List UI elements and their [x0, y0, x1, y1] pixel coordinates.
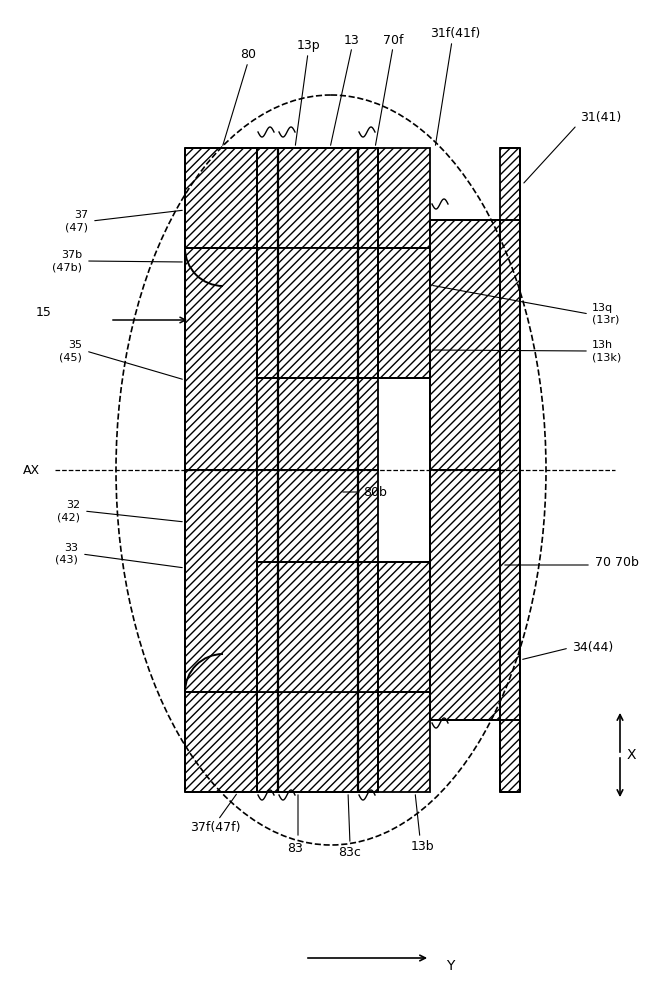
Bar	[378, 148, 430, 248]
Text: 15: 15	[36, 306, 52, 318]
Text: (47b): (47b)	[52, 262, 82, 272]
Text: 37f(47f): 37f(47f)	[190, 822, 240, 834]
Bar	[185, 692, 257, 792]
Text: 31(41): 31(41)	[580, 111, 621, 124]
Bar	[378, 562, 430, 692]
Text: AX: AX	[23, 464, 40, 477]
Text: 70f: 70f	[383, 33, 403, 46]
Text: 83c: 83c	[338, 846, 361, 859]
Text: 13h: 13h	[592, 340, 613, 350]
Bar	[378, 248, 430, 378]
Bar	[257, 562, 378, 692]
Bar	[257, 562, 378, 692]
Text: 35: 35	[68, 340, 82, 350]
Text: (43): (43)	[55, 555, 78, 565]
Text: 13: 13	[344, 33, 360, 46]
Text: X: X	[626, 748, 636, 762]
Text: (13r): (13r)	[592, 315, 620, 325]
Bar	[430, 220, 500, 470]
Bar	[257, 248, 378, 470]
Text: 13b: 13b	[410, 840, 434, 854]
Text: 83: 83	[287, 842, 303, 854]
Text: 33: 33	[64, 543, 78, 553]
Bar	[378, 692, 430, 792]
Text: (47): (47)	[65, 222, 88, 232]
Bar	[185, 248, 257, 470]
Bar	[257, 470, 378, 692]
Text: 70: 70	[595, 556, 611, 568]
Bar	[185, 470, 257, 692]
Text: 80: 80	[240, 48, 256, 62]
Text: 13p: 13p	[296, 39, 320, 52]
Bar	[257, 248, 378, 378]
Bar	[257, 248, 378, 378]
Text: 70b: 70b	[615, 556, 639, 568]
Text: 34(44): 34(44)	[572, 642, 613, 654]
Bar	[257, 692, 378, 792]
Text: 32: 32	[66, 500, 80, 510]
Text: Y: Y	[446, 959, 454, 973]
Text: (42): (42)	[57, 512, 80, 522]
Text: 80b: 80b	[363, 486, 387, 498]
Text: (13k): (13k)	[592, 352, 621, 362]
Text: 37: 37	[74, 210, 88, 220]
Text: 37b: 37b	[61, 250, 82, 260]
Bar	[430, 470, 500, 720]
Text: 13q: 13q	[592, 303, 613, 313]
Bar	[257, 148, 378, 248]
Text: (45): (45)	[59, 352, 82, 362]
Bar	[500, 148, 520, 792]
Text: 31f(41f): 31f(41f)	[430, 27, 480, 40]
Bar	[185, 148, 257, 248]
